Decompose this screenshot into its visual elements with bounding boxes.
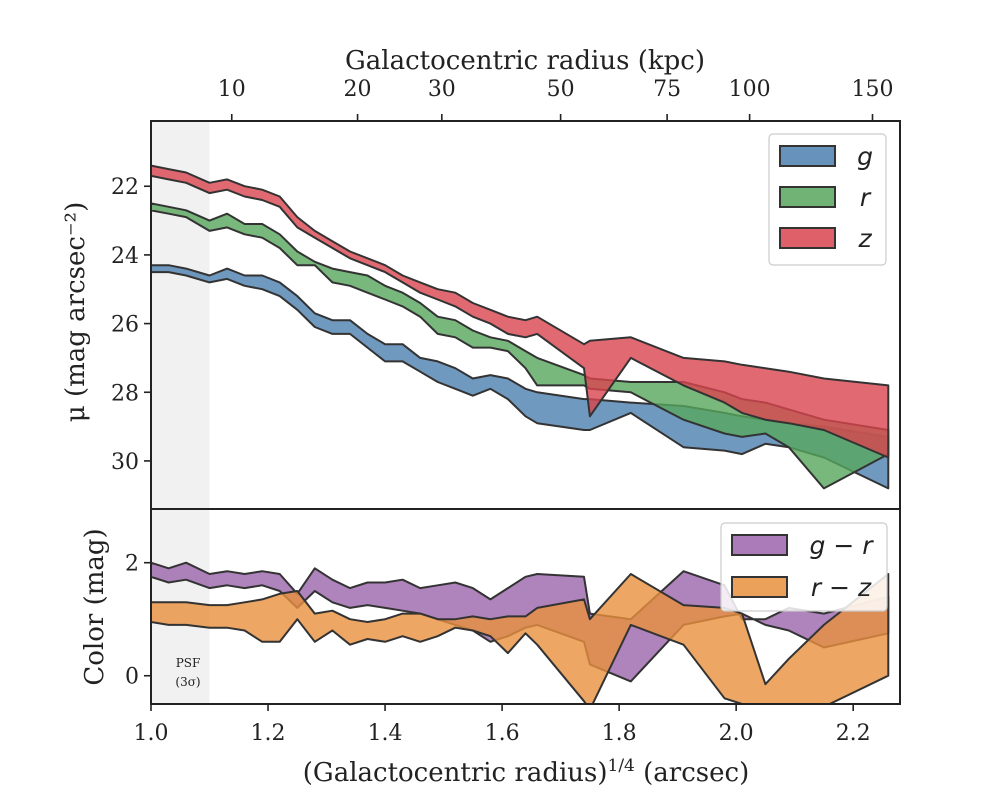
color-yticks: 02 <box>125 552 151 690</box>
xtick-label: 2.0 <box>719 721 754 746</box>
xtick-label: 1.8 <box>602 721 637 746</box>
legend-swatch <box>731 534 788 556</box>
surface-brightness-ylabel: μ (mag arcsec⁻²) <box>61 202 91 422</box>
ytick-label: 26 <box>111 313 139 338</box>
bottom-axis-exponent: 1/4 <box>608 756 635 776</box>
legend-swatch <box>731 576 788 598</box>
band-g <box>151 264 890 490</box>
color-ytick-label: 2 <box>125 552 139 577</box>
kpc-tick-label: 20 <box>344 77 372 102</box>
color-xticks: 1.0 1.2 1.4 1.6 1.8 2.0 2.2 <box>134 704 871 746</box>
legend-label: g <box>857 142 873 171</box>
legend-swatch <box>779 186 836 208</box>
xtick-label: 2.2 <box>836 721 871 746</box>
legend-label: z <box>857 224 872 253</box>
color-ylabel: Color (mag) <box>80 528 110 685</box>
kpc-tick-label: 75 <box>653 77 681 102</box>
bottom-axis-label: (Galactocentric radius)1/4 (arcsec) <box>303 756 749 788</box>
psf-label: PSF <box>176 656 201 670</box>
legend-swatch <box>779 145 836 167</box>
kpc-tick-label: 100 <box>729 77 771 102</box>
kpc-tick-label: 50 <box>547 77 575 102</box>
surface-brightness-panel: 22 24 26 28 30 10 20 30 50 75 100 150 Galactocentr… <box>61 46 901 510</box>
kpc-top-axis-ticks: 10 20 30 50 75 100 150 <box>218 77 893 121</box>
psf-sigma-label: (3σ) <box>175 675 200 689</box>
ytick-label: 30 <box>111 450 139 475</box>
xtick-label: 1.6 <box>485 721 520 746</box>
legend-label: g − r <box>810 531 875 560</box>
legend-swatch <box>779 227 836 249</box>
color-areas <box>151 561 890 704</box>
ytick-label: 28 <box>111 381 139 406</box>
ytick-label: 22 <box>111 175 139 200</box>
bottom-axis-label-text: (Galactocentric radius) <box>303 758 608 788</box>
top-axis-label: Galactocentric radius (kpc) <box>345 46 705 76</box>
band-rz <box>151 573 890 704</box>
kpc-tick-label: 10 <box>218 77 246 102</box>
xtick-label: 1.4 <box>368 721 403 746</box>
bottom-axis-unit: (arcsec) <box>635 758 749 788</box>
color-frame <box>150 508 901 705</box>
surface-brightness-areas <box>151 164 890 490</box>
xtick-label: 1.0 <box>134 721 169 746</box>
xtick-label: 1.2 <box>251 721 286 746</box>
legend-label: r <box>860 183 872 212</box>
surface-brightness-yticks: 22 24 26 28 30 <box>111 175 151 475</box>
surface-brightness-legend: grz <box>768 133 887 266</box>
color-panel: 02 1.0 1.2 1.4 1.6 1.8 2.0 2.2 PSF (3σ) Color … <box>80 508 901 788</box>
kpc-tick-label: 150 <box>851 77 893 102</box>
ytick-label: 24 <box>111 244 139 269</box>
color-legend: g − r r − z <box>720 522 888 612</box>
legend-label: r − z <box>811 573 872 602</box>
band-z <box>151 164 890 459</box>
kpc-tick-label: 30 <box>428 77 456 102</box>
color-ytick-label: 0 <box>125 665 139 690</box>
